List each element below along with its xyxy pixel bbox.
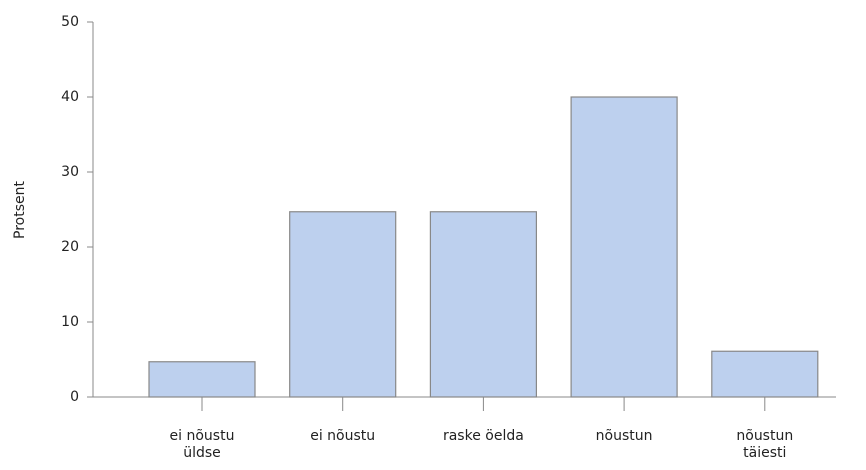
y-tick-label: 20	[61, 239, 79, 255]
y-axis-label: Protsent	[12, 181, 28, 239]
x-tick-label: raske öelda	[442, 428, 524, 444]
bar	[711, 350, 819, 398]
bar	[148, 361, 256, 398]
y-tick-label: 30	[61, 164, 79, 180]
y-tick-label: 10	[61, 314, 79, 330]
bar	[570, 96, 678, 398]
x-tick-label: nõustun	[595, 428, 653, 444]
x-tick-label: nõustun täiesti	[736, 428, 794, 461]
bar	[289, 211, 397, 398]
bar	[429, 211, 537, 398]
x-tick-label: ei nõustu	[310, 428, 376, 444]
y-tick-label: 50	[61, 14, 79, 30]
y-tick-label: 40	[61, 89, 79, 105]
x-tick-label: ei nõustu üldse	[169, 428, 235, 461]
y-tick-label: 0	[70, 389, 79, 405]
